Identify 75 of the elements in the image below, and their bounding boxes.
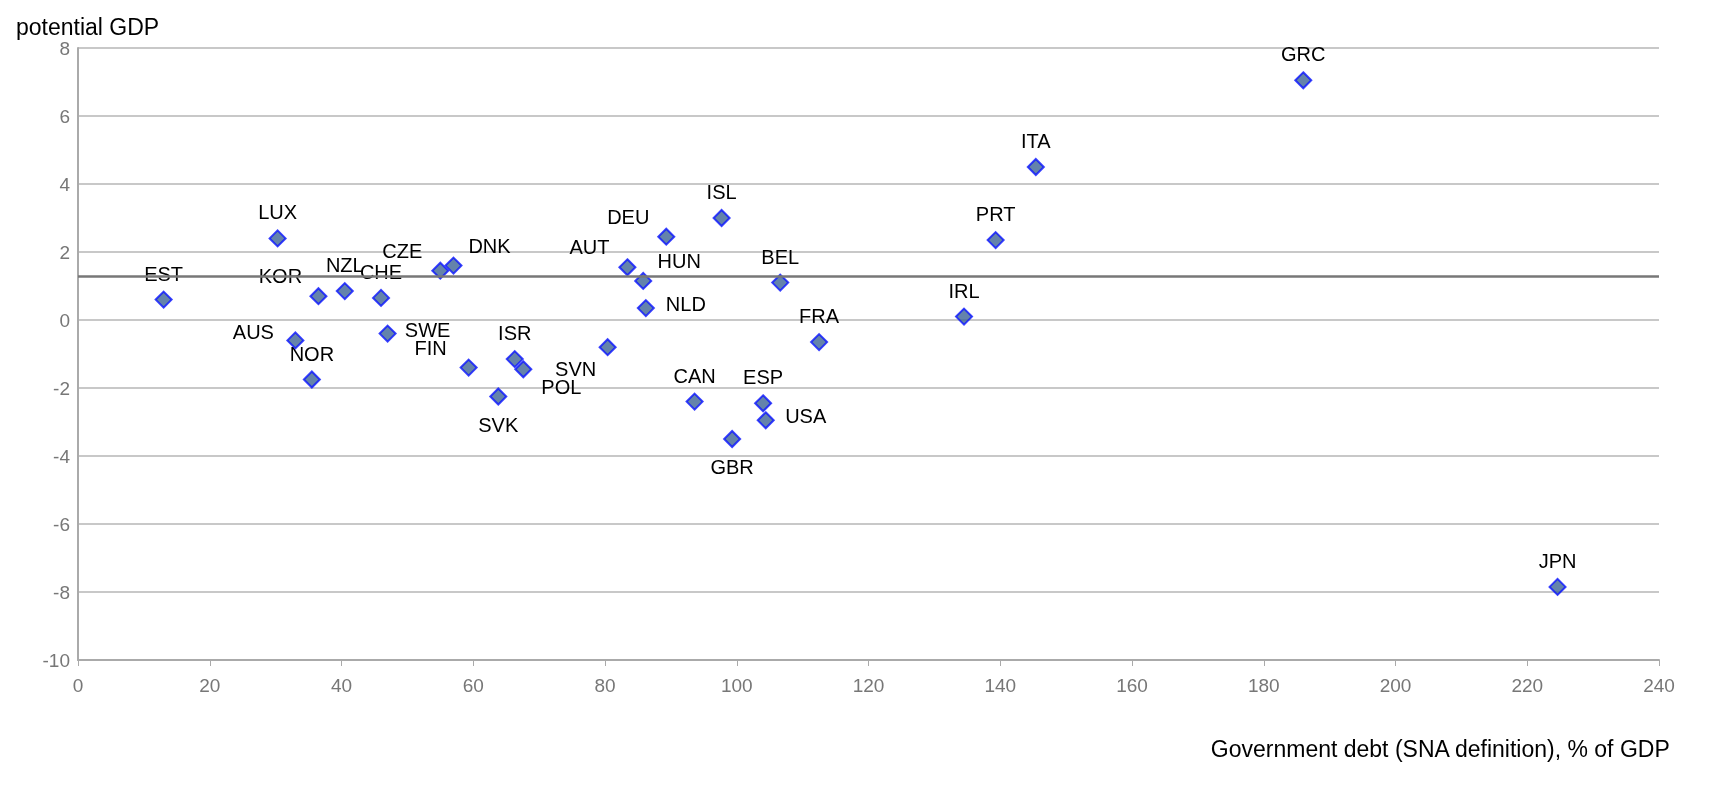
point	[505, 350, 524, 369]
annotation: ESP	[743, 366, 784, 389]
annotation: GBR	[710, 456, 754, 478]
point	[685, 392, 704, 411]
point	[657, 227, 676, 246]
point	[459, 358, 478, 377]
point	[309, 287, 328, 306]
annotation: NOR	[289, 342, 335, 365]
y-tick-label: 2	[59, 241, 70, 263]
y-tick-label: 4	[59, 173, 71, 195]
point	[1548, 577, 1567, 596]
x-tick-label: 160	[1116, 675, 1148, 696]
point	[771, 273, 790, 292]
x-tick-label: 80	[594, 675, 616, 696]
y-tick-label: -4	[53, 445, 71, 467]
y-tick-label: -2	[53, 377, 70, 399]
annotation: HUN	[657, 249, 701, 272]
x-axis-title: Government debt (SNA definition), % of GDP	[1210, 735, 1670, 762]
point	[598, 338, 617, 357]
point	[444, 256, 463, 275]
point	[1026, 158, 1045, 176]
annotation: ISR	[498, 322, 532, 345]
annotation: SVK	[478, 413, 519, 436]
point	[302, 370, 321, 389]
y-tick-label: -6	[53, 513, 70, 535]
x-tick-label: 140	[984, 675, 1017, 696]
y-tick-label: -10	[42, 649, 70, 671]
point	[489, 387, 508, 406]
x-tick-label: 20	[199, 675, 221, 696]
point	[636, 299, 655, 318]
annotation: AUT	[569, 236, 610, 259]
annotation: IRL	[948, 279, 980, 302]
x-tick-label: 40	[330, 675, 353, 696]
x-tick-label: 60	[462, 675, 484, 696]
point	[335, 282, 354, 301]
annotation: PRT	[975, 203, 1016, 226]
point	[712, 209, 731, 227]
x-tick-label: 100	[720, 675, 753, 696]
annotation: DEU	[607, 205, 650, 228]
annotation: FRA	[799, 305, 840, 328]
annotation: ISL	[706, 181, 737, 203]
point	[514, 360, 533, 379]
y-tick-label: 0	[59, 309, 70, 331]
annotation: EST	[144, 262, 184, 285]
x-tick-label: 120	[852, 675, 885, 696]
annotation: BEL	[761, 245, 800, 268]
point	[268, 229, 287, 248]
y-tick-label: -8	[53, 581, 70, 603]
point	[618, 258, 637, 277]
annotation: USA	[785, 405, 827, 428]
x-tick-label: 240	[1643, 675, 1675, 696]
x-tick-label: 0	[72, 675, 84, 696]
x-tick-label: 220	[1511, 675, 1544, 696]
point	[754, 394, 773, 413]
annotation: GRC	[1281, 43, 1326, 66]
annotation: DNK	[468, 234, 512, 257]
point	[955, 307, 974, 326]
point	[1294, 71, 1313, 90]
point	[372, 288, 391, 307]
point	[756, 411, 775, 430]
annotation: CZE	[382, 239, 423, 262]
annotation: LUX	[258, 201, 298, 224]
annotation: NLD	[665, 293, 706, 316]
annotation: CAN	[673, 364, 716, 387]
annotation: ITA	[1021, 130, 1052, 152]
point	[810, 333, 829, 352]
x-tick-label: 180	[1247, 675, 1280, 696]
x-tick-label: 200	[1379, 675, 1412, 696]
point	[723, 430, 742, 448]
point	[154, 290, 173, 309]
point	[378, 324, 397, 343]
point	[986, 231, 1005, 250]
annotation: AUS	[232, 321, 274, 344]
y-tick-label: 6	[59, 105, 70, 127]
annotation: JPN	[1538, 549, 1577, 572]
